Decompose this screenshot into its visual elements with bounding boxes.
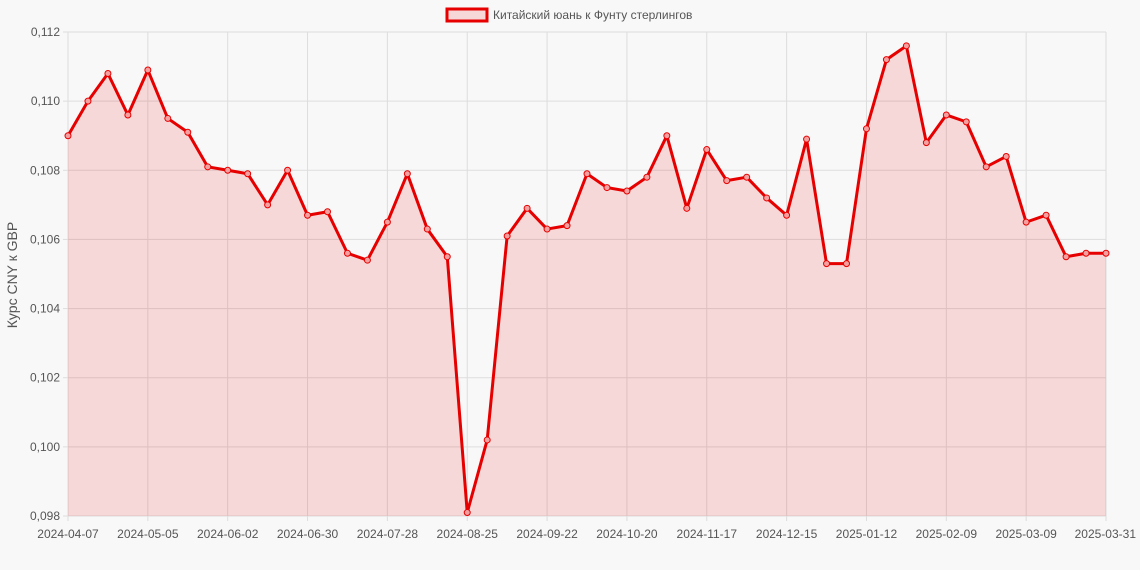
data-point[interactable] bbox=[264, 201, 272, 209]
x-tick-label: 2024-07-28 bbox=[357, 527, 419, 541]
data-point[interactable] bbox=[603, 184, 611, 192]
data-point[interactable] bbox=[1022, 218, 1030, 226]
data-point[interactable] bbox=[204, 163, 212, 171]
data-point[interactable] bbox=[224, 166, 232, 174]
data-point[interactable] bbox=[483, 436, 491, 444]
area-fill-layer bbox=[68, 45, 1106, 516]
y-tick-label: 0,104 bbox=[30, 302, 60, 316]
data-point[interactable] bbox=[343, 249, 351, 257]
data-point[interactable] bbox=[683, 204, 691, 212]
y-tick-label: 0,108 bbox=[30, 163, 60, 177]
data-point[interactable] bbox=[942, 111, 950, 119]
legend-swatch[interactable] bbox=[445, 7, 489, 23]
data-point[interactable] bbox=[643, 173, 651, 181]
data-point[interactable] bbox=[144, 66, 152, 74]
x-tick-label: 2025-03-09 bbox=[995, 527, 1057, 541]
data-point[interactable] bbox=[1082, 249, 1090, 257]
data-point[interactable] bbox=[743, 173, 751, 181]
data-point[interactable] bbox=[403, 170, 411, 178]
data-point[interactable] bbox=[703, 146, 711, 154]
x-tick-label: 2024-05-05 bbox=[117, 527, 179, 541]
data-point[interactable] bbox=[843, 260, 850, 268]
data-point[interactable] bbox=[663, 132, 671, 140]
data-point[interactable] bbox=[64, 132, 72, 140]
data-point[interactable] bbox=[583, 170, 591, 178]
y-axis-ticks: 0,112 0,110 0,108 0,106 0,104 0,102 0,100 0,098 bbox=[30, 25, 60, 523]
data-point[interactable] bbox=[124, 111, 132, 119]
x-tick-label: 2024-09-22 bbox=[516, 527, 578, 541]
y-tick-label: 0,098 bbox=[30, 509, 60, 523]
data-point[interactable] bbox=[363, 256, 371, 264]
y-tick-label: 0,100 bbox=[30, 440, 60, 454]
x-tick-label: 2024-06-30 bbox=[277, 527, 339, 541]
data-point[interactable] bbox=[803, 135, 811, 143]
series-area bbox=[68, 45, 1106, 516]
data-point[interactable] bbox=[443, 253, 451, 261]
data-point[interactable] bbox=[1002, 152, 1010, 160]
data-point[interactable] bbox=[922, 139, 930, 147]
data-point[interactable] bbox=[723, 177, 731, 185]
data-point[interactable] bbox=[463, 509, 471, 517]
y-tick-label: 0,110 bbox=[31, 94, 60, 108]
data-point[interactable] bbox=[1102, 249, 1110, 257]
data-point[interactable] bbox=[823, 260, 831, 268]
data-point[interactable] bbox=[423, 225, 431, 233]
legend-label[interactable]: Китайский юань к Фунту стерлингов bbox=[493, 8, 692, 22]
data-point[interactable] bbox=[982, 163, 990, 171]
data-point[interactable] bbox=[84, 97, 92, 105]
y-axis-title: Курс CNY к GBP bbox=[4, 222, 20, 328]
data-point[interactable] bbox=[783, 211, 791, 219]
x-tick-label: 2024-11-17 bbox=[677, 527, 738, 541]
data-point[interactable] bbox=[1062, 253, 1070, 261]
legend[interactable]: Китайский юань к Фунту стерлингов bbox=[445, 7, 692, 23]
y-tick-label: 0,106 bbox=[30, 232, 60, 246]
data-point[interactable] bbox=[104, 69, 112, 77]
data-point[interactable] bbox=[184, 128, 192, 136]
data-point[interactable] bbox=[523, 204, 531, 212]
data-point[interactable] bbox=[902, 42, 910, 50]
data-point[interactable] bbox=[962, 118, 970, 126]
data-point[interactable] bbox=[383, 218, 391, 226]
x-tick-label: 2025-02-09 bbox=[916, 527, 978, 541]
data-point[interactable] bbox=[324, 208, 331, 216]
data-point[interactable] bbox=[543, 225, 551, 233]
data-point[interactable] bbox=[503, 232, 511, 240]
x-tick-label: 2024-04-07 bbox=[37, 527, 99, 541]
data-point[interactable] bbox=[1042, 211, 1050, 219]
data-point[interactable] bbox=[284, 166, 292, 174]
data-point[interactable] bbox=[164, 114, 172, 122]
data-point[interactable] bbox=[882, 56, 890, 64]
data-point[interactable] bbox=[862, 125, 870, 133]
data-point[interactable] bbox=[563, 222, 571, 230]
x-tick-label: 2024-12-15 bbox=[756, 527, 818, 541]
x-tick-label: 2024-08-25 bbox=[437, 527, 499, 541]
x-tick-label: 2025-01-12 bbox=[836, 527, 898, 541]
data-points-layer bbox=[64, 42, 1110, 517]
x-tick-label: 2024-10-20 bbox=[596, 527, 658, 541]
x-axis-ticks: 2024-04-07 2024-05-05 2024-06-02 2024-06-30… bbox=[37, 527, 1136, 541]
y-tick-label: 0,112 bbox=[31, 25, 60, 39]
data-point[interactable] bbox=[623, 187, 631, 195]
data-point[interactable] bbox=[244, 170, 252, 178]
x-tick-label: 2024-06-02 bbox=[197, 527, 259, 541]
data-point[interactable] bbox=[763, 194, 771, 202]
data-point[interactable] bbox=[304, 211, 312, 219]
x-tick-label: 2025-03-31 bbox=[1075, 527, 1137, 541]
y-tick-label: 0,102 bbox=[30, 371, 60, 385]
